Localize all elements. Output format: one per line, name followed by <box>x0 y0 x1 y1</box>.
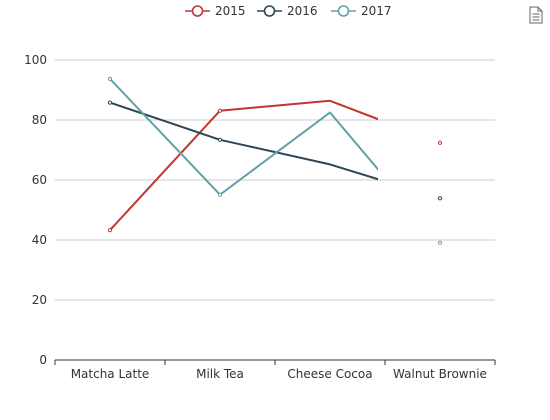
legend-label: 2016 <box>287 4 318 18</box>
legend-item-2015[interactable]: 2015 <box>185 4 246 18</box>
x-tick-label-matcha-latte: Matcha Latte <box>71 367 150 381</box>
series-2016 <box>107 100 443 201</box>
y-tick-label: 40 <box>32 233 47 247</box>
y-tick-label: 0 <box>39 353 47 367</box>
legend-label: 2015 <box>215 4 246 18</box>
legend-marker-icon <box>263 5 276 17</box>
data-point[interactable] <box>217 108 223 113</box>
data-point[interactable] <box>217 137 223 142</box>
series-2017 <box>107 76 443 245</box>
legend-label: 2017 <box>361 4 392 18</box>
x-tick-label-milk-tea: Milk Tea <box>196 367 244 381</box>
data-point[interactable] <box>437 240 443 245</box>
y-tick-label: 60 <box>32 173 47 187</box>
y-tick-label: 100 <box>24 53 47 67</box>
data-point[interactable] <box>107 100 113 105</box>
legend-item-2017[interactable]: 2017 <box>331 4 392 18</box>
x-tick-label-walnut-brownie: Walnut Brownie <box>393 367 487 381</box>
series-line-2015 <box>109 99 378 231</box>
legend-item-2016[interactable]: 2016 <box>257 4 318 18</box>
y-tick-label: 20 <box>32 293 47 307</box>
data-view-icon[interactable] <box>528 6 544 24</box>
grid-lines <box>55 59 495 301</box>
legend-marker-icon <box>191 5 204 17</box>
y-tick-label: 80 <box>32 113 47 127</box>
legend-marker-icon <box>337 5 350 17</box>
x-axis: Matcha Latte Milk Tea Cheese Cocoa Walnut B… <box>54 359 496 381</box>
x-tick-label-cheese-cocoa: Cheese Cocoa <box>287 367 372 381</box>
series-line-2017 <box>109 78 378 196</box>
series-line-2016 <box>109 101 378 181</box>
data-point[interactable] <box>107 228 113 233</box>
y-axis: 0 20 40 60 80 100 <box>24 53 47 367</box>
data-point[interactable] <box>437 140 443 145</box>
legend[interactable]: 2015 2016 2017 <box>185 4 392 18</box>
series-group <box>107 76 443 245</box>
series-2015 <box>107 99 443 233</box>
data-point[interactable] <box>217 192 223 197</box>
data-point[interactable] <box>107 76 113 82</box>
data-point[interactable] <box>437 196 443 201</box>
